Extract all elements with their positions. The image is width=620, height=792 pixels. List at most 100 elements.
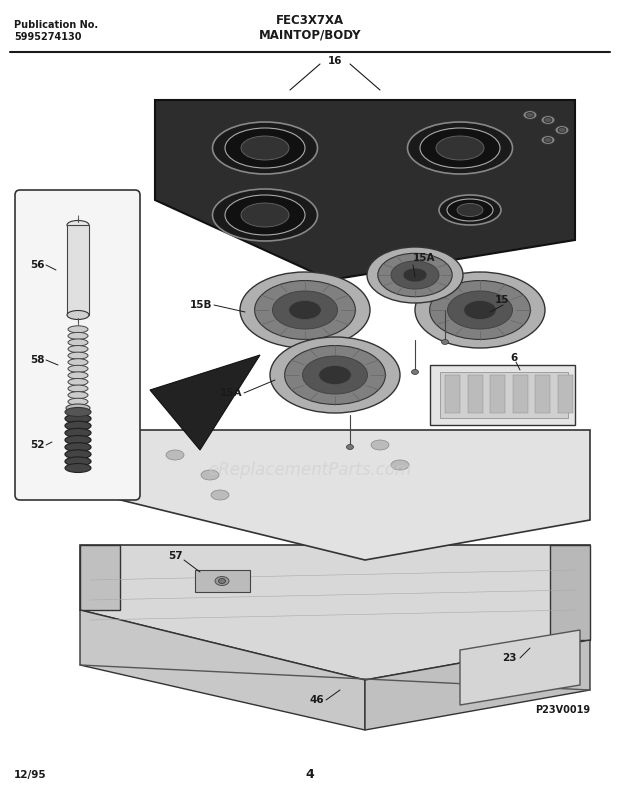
Ellipse shape — [68, 333, 88, 340]
Ellipse shape — [523, 111, 537, 120]
Ellipse shape — [65, 443, 91, 451]
Ellipse shape — [225, 195, 305, 235]
Ellipse shape — [68, 352, 88, 359]
Ellipse shape — [391, 460, 409, 470]
Ellipse shape — [441, 340, 448, 345]
Polygon shape — [80, 430, 590, 560]
Text: 12/95: 12/95 — [14, 770, 46, 780]
Ellipse shape — [213, 189, 317, 241]
Ellipse shape — [544, 117, 552, 123]
FancyBboxPatch shape — [15, 190, 140, 500]
Polygon shape — [80, 545, 120, 610]
Ellipse shape — [415, 272, 545, 348]
Ellipse shape — [240, 272, 370, 348]
Ellipse shape — [218, 578, 226, 584]
Text: 23: 23 — [502, 653, 516, 663]
Text: 16: 16 — [328, 56, 342, 66]
Ellipse shape — [407, 122, 513, 174]
Ellipse shape — [67, 220, 89, 230]
Text: eReplacementParts.com: eReplacementParts.com — [208, 461, 412, 479]
Ellipse shape — [66, 404, 90, 412]
Ellipse shape — [201, 470, 219, 480]
Ellipse shape — [447, 199, 493, 221]
Ellipse shape — [211, 490, 229, 500]
Ellipse shape — [68, 379, 88, 386]
Ellipse shape — [347, 444, 353, 450]
Text: 57: 57 — [168, 551, 183, 561]
Ellipse shape — [65, 428, 91, 437]
Text: MAINTOP/BODY: MAINTOP/BODY — [259, 28, 361, 41]
Polygon shape — [150, 355, 260, 450]
Ellipse shape — [65, 421, 91, 430]
Polygon shape — [460, 630, 580, 705]
Ellipse shape — [68, 398, 88, 406]
Ellipse shape — [241, 203, 289, 227]
Ellipse shape — [541, 116, 555, 124]
Polygon shape — [155, 100, 575, 280]
Ellipse shape — [555, 125, 569, 135]
Text: 4: 4 — [306, 768, 314, 782]
Bar — [445, 375, 460, 413]
Text: Publication No.: Publication No. — [14, 20, 98, 30]
Polygon shape — [365, 640, 590, 730]
Text: 6: 6 — [510, 353, 517, 363]
Bar — [67, 225, 89, 315]
Ellipse shape — [464, 300, 496, 319]
Ellipse shape — [403, 268, 427, 282]
Text: 46: 46 — [310, 695, 325, 705]
Ellipse shape — [526, 112, 534, 117]
Bar — [490, 375, 505, 413]
Ellipse shape — [270, 337, 400, 413]
Ellipse shape — [241, 136, 289, 160]
Ellipse shape — [68, 372, 88, 379]
Ellipse shape — [68, 326, 88, 333]
Ellipse shape — [68, 359, 88, 366]
Ellipse shape — [448, 291, 513, 329]
Polygon shape — [550, 545, 590, 640]
Ellipse shape — [430, 280, 530, 340]
Text: 15B: 15B — [190, 300, 213, 310]
Text: 15A: 15A — [220, 388, 242, 398]
Bar — [195, 570, 250, 592]
Ellipse shape — [215, 577, 229, 585]
Ellipse shape — [378, 253, 452, 297]
Ellipse shape — [367, 247, 463, 303]
Ellipse shape — [213, 122, 317, 174]
Ellipse shape — [65, 436, 91, 444]
Ellipse shape — [68, 345, 88, 352]
Bar — [558, 375, 573, 413]
Ellipse shape — [319, 365, 352, 384]
Ellipse shape — [65, 450, 91, 459]
Text: 52: 52 — [30, 440, 45, 450]
Ellipse shape — [311, 375, 319, 379]
Ellipse shape — [225, 128, 305, 168]
Ellipse shape — [303, 356, 368, 394]
Ellipse shape — [65, 457, 91, 466]
Text: 15A: 15A — [413, 253, 435, 263]
Ellipse shape — [65, 408, 91, 417]
Bar — [513, 375, 528, 413]
Bar — [440, 372, 568, 418]
Ellipse shape — [68, 365, 88, 372]
Ellipse shape — [541, 135, 555, 144]
Bar — [430, 365, 575, 425]
Bar — [467, 375, 482, 413]
Polygon shape — [80, 545, 590, 680]
Ellipse shape — [273, 291, 337, 329]
Text: 58: 58 — [30, 355, 45, 365]
Ellipse shape — [65, 463, 91, 473]
Text: 15: 15 — [495, 295, 510, 305]
Ellipse shape — [166, 450, 184, 460]
Ellipse shape — [371, 440, 389, 450]
Ellipse shape — [436, 136, 484, 160]
Ellipse shape — [457, 204, 483, 216]
Ellipse shape — [544, 138, 552, 143]
Ellipse shape — [289, 300, 321, 319]
Polygon shape — [80, 610, 365, 730]
Ellipse shape — [420, 128, 500, 168]
Ellipse shape — [68, 385, 88, 392]
Text: FEC3X7XA: FEC3X7XA — [276, 14, 344, 27]
Ellipse shape — [558, 128, 566, 132]
Bar — [536, 375, 551, 413]
Ellipse shape — [65, 414, 91, 423]
